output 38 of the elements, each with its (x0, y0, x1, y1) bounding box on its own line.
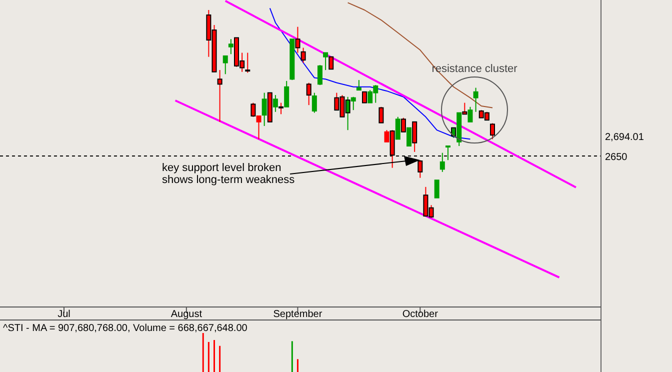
candlestick (395, 116, 400, 140)
candlestick (362, 91, 367, 104)
candlestick (434, 180, 440, 198)
x-tick-label: Jul (58, 309, 70, 320)
x-tick-label: September (273, 309, 323, 320)
candlestick (445, 145, 450, 161)
candlestick (490, 122, 495, 140)
candlestick (217, 70, 222, 122)
candlestick (317, 64, 322, 86)
candlestick (295, 26, 300, 54)
x-tick-label: October (402, 309, 439, 320)
candlestick (462, 102, 468, 115)
candlestick (418, 160, 423, 178)
chart-title: ^STI - MA = 907,680,768.00, Volume = 668,667,648.00 (3, 323, 248, 334)
candlestick (306, 82, 312, 106)
candlestick (473, 87, 478, 112)
candlestick (284, 80, 290, 108)
candlestick (278, 102, 284, 115)
candlestick (468, 106, 473, 122)
candlestick (412, 121, 418, 152)
candlestick (400, 117, 406, 132)
candlestick (228, 38, 234, 55)
candlestick (406, 127, 412, 146)
candlestick (323, 52, 328, 71)
candlestick (312, 92, 317, 114)
candlestick (222, 55, 228, 75)
candlestick (378, 106, 384, 124)
annotation: key support level broken shows long-term weakness (162, 162, 296, 186)
y-tick-label: 2,694.01 (605, 132, 644, 143)
candlestick (245, 52, 250, 74)
candlestick (300, 47, 306, 64)
candlestick (328, 56, 334, 70)
x-tick-label: August (170, 309, 202, 320)
candlestick (272, 94, 278, 112)
candlestick (356, 80, 362, 91)
candlestick (440, 152, 445, 172)
y-tick-label: 2650 (605, 152, 628, 163)
candlestick (262, 92, 267, 126)
